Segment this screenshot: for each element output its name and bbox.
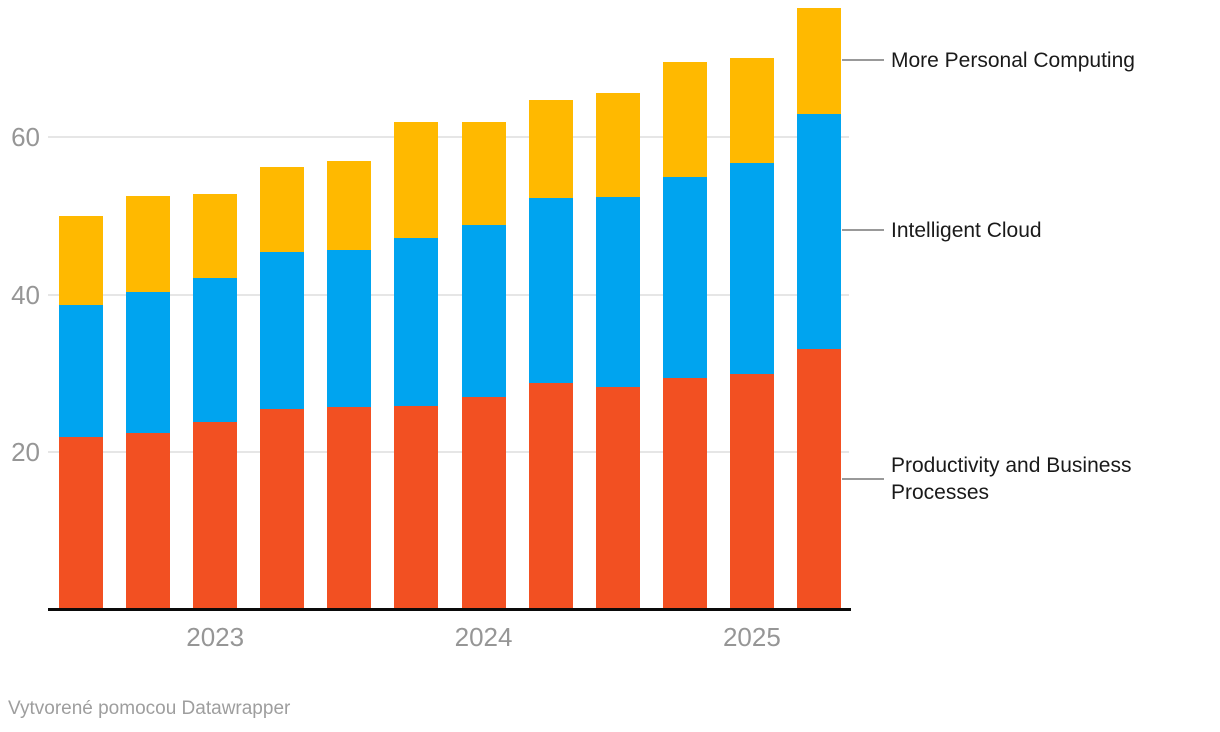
- bar-segment[interactable]: [394, 406, 439, 609]
- leader-line-intelligent-cloud: [842, 229, 884, 231]
- bar-segment[interactable]: [729, 163, 774, 374]
- bar-segment[interactable]: [59, 436, 103, 609]
- bar-segment[interactable]: [126, 195, 171, 293]
- bar-segment[interactable]: [461, 122, 506, 225]
- bar-segment[interactable]: [796, 348, 841, 609]
- y-axis-tick-label-20: 20: [11, 436, 40, 467]
- bar-segment[interactable]: [126, 292, 171, 433]
- bar-segment[interactable]: [193, 278, 238, 422]
- series-label-more-personal-computing: More Personal Computing: [891, 49, 1135, 72]
- bar-segment[interactable]: [729, 58, 774, 164]
- bar-segment[interactable]: [796, 113, 841, 349]
- bar-segment[interactable]: [595, 386, 640, 609]
- y-axis-tick-label-60: 60: [11, 122, 40, 153]
- bar-segment[interactable]: [796, 7, 841, 114]
- bar-segment[interactable]: [528, 197, 573, 384]
- bar-segment[interactable]: [662, 177, 707, 378]
- bar-segment[interactable]: [327, 160, 372, 250]
- leader-line-more-personal-computing: [842, 59, 884, 61]
- bar-segment[interactable]: [260, 167, 305, 253]
- x-axis-tick-label-2024: 2024: [454, 622, 513, 652]
- bar-segment[interactable]: [461, 224, 506, 397]
- bar-segment[interactable]: [461, 396, 506, 609]
- bar-segment[interactable]: [394, 238, 439, 407]
- datawrapper-attribution: Vytvorené pomocou Datawrapper: [8, 698, 291, 719]
- bar-segment[interactable]: [260, 252, 305, 410]
- bar-segment[interactable]: [59, 216, 103, 305]
- bar-segment[interactable]: [662, 377, 707, 609]
- bar-segment[interactable]: [260, 409, 305, 609]
- bar-segment[interactable]: [528, 383, 573, 609]
- bar-segment[interactable]: [59, 304, 103, 437]
- bar-segment[interactable]: [662, 61, 707, 178]
- series-label-intelligent-cloud: Intelligent Cloud: [891, 219, 1042, 242]
- y-axis-tick-label-40: 40: [11, 279, 40, 310]
- bar-segment[interactable]: [193, 193, 238, 279]
- bar-segment[interactable]: [327, 249, 372, 407]
- leader-line-productivity-business-processes: [842, 478, 884, 480]
- bar-segment[interactable]: [327, 406, 372, 609]
- bar-segment[interactable]: [528, 100, 573, 198]
- bar-segment[interactable]: [193, 421, 238, 609]
- bar-segment[interactable]: [729, 373, 774, 609]
- bar-segment[interactable]: [595, 93, 640, 198]
- bar-segment[interactable]: [126, 432, 171, 609]
- series-label-productivity-business-processes: Productivity and Business Processes: [891, 454, 1132, 504]
- x-axis-line: [48, 608, 851, 611]
- x-axis-tick-label-2023: 2023: [186, 622, 245, 652]
- x-axis-tick-label-2025: 2025: [722, 622, 781, 652]
- bar-segment[interactable]: [394, 121, 439, 238]
- gridline-60: [48, 136, 849, 139]
- bar-segment[interactable]: [595, 197, 640, 387]
